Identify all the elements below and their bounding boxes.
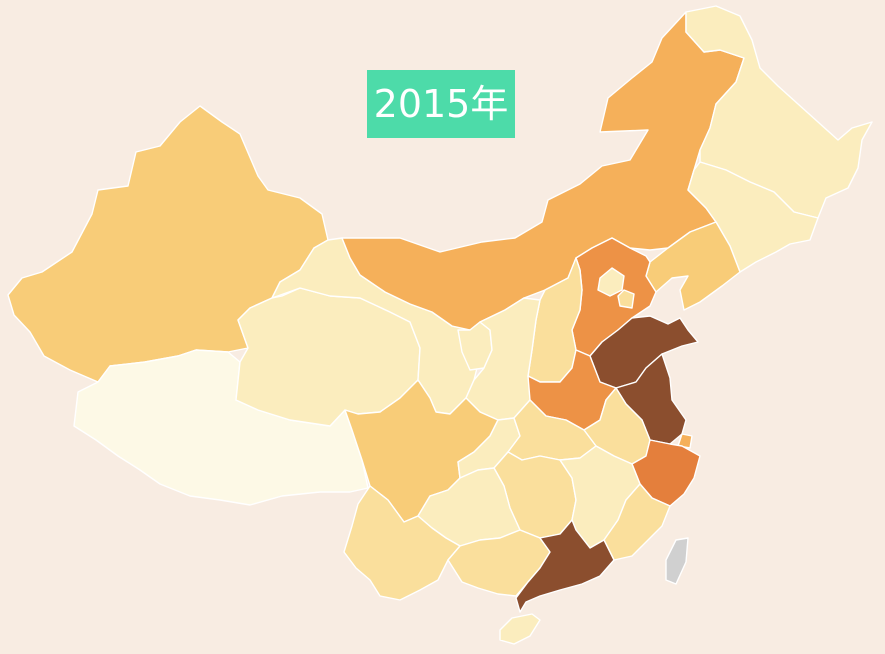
province-heilongjiang[interactable] [685, 5, 873, 219]
province-taiwan[interactable] [665, 537, 689, 585]
province-tibet[interactable] [73, 349, 369, 506]
province-guangdong[interactable] [515, 519, 615, 613]
province-shanghai[interactable] [677, 433, 693, 449]
province-tianjin[interactable] [617, 289, 635, 309]
year-badge: 2015年 [367, 70, 515, 138]
province-yunnan[interactable] [343, 485, 461, 601]
province-hainan[interactable] [499, 613, 541, 645]
province-jilin[interactable] [687, 161, 819, 273]
province-beijing[interactable] [597, 267, 625, 297]
